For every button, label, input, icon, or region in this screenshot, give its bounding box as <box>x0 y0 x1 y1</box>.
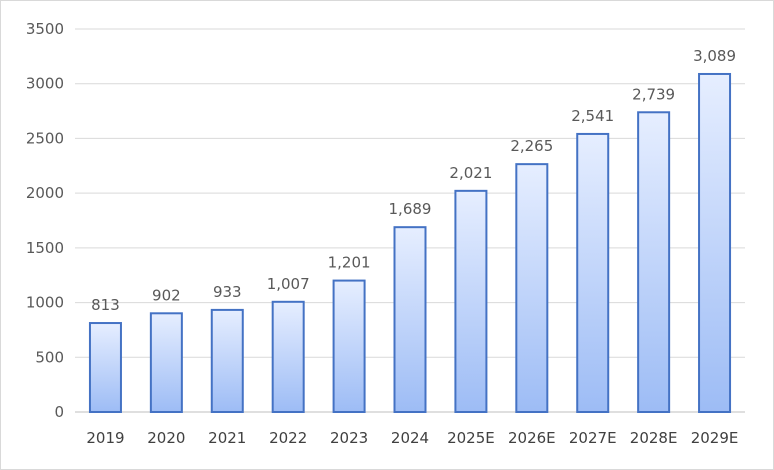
y-tick-label: 1000 <box>26 294 64 312</box>
y-axis-ticks: 0 500 1000 1500 2000 2500 3000 3500 <box>26 20 64 421</box>
bar-2026E <box>515 163 549 413</box>
data-label: 813 <box>91 296 120 314</box>
data-label: 3,089 <box>693 47 736 65</box>
y-tick-label: 1500 <box>26 239 64 257</box>
y-tick-label: 0 <box>54 403 64 421</box>
data-label: 2,739 <box>632 85 675 103</box>
x-tick-label: 2026E <box>508 429 556 447</box>
bar-2019 <box>88 322 122 414</box>
x-tick-label: 2025E <box>447 429 495 447</box>
data-label: 1,689 <box>389 200 432 218</box>
data-label: 1,007 <box>267 275 310 293</box>
x-tick-label: 2022 <box>269 429 307 447</box>
data-label: 1,201 <box>328 254 371 272</box>
bars <box>88 72 732 414</box>
bar-2021 <box>210 308 244 413</box>
x-tick-label: 2024 <box>391 429 429 447</box>
data-label: 2,021 <box>449 164 492 182</box>
bar-2028E <box>637 111 671 413</box>
data-labels: 813 902 933 1,007 1,201 1,689 2,021 2,265 2,541 2… <box>91 47 736 314</box>
bar-2020 <box>149 312 183 414</box>
bar-2027E <box>576 132 610 414</box>
y-tick-label: 2500 <box>26 129 64 147</box>
gridlines <box>75 28 745 413</box>
bar-2025E <box>454 189 488 413</box>
x-tick-label: 2019 <box>86 429 124 447</box>
x-tick-label: 2028E <box>630 429 678 447</box>
y-tick-label: 2000 <box>26 184 64 202</box>
y-tick-label: 3500 <box>26 20 64 38</box>
x-tick-label: 2021 <box>208 429 246 447</box>
data-label: 2,265 <box>510 137 553 155</box>
x-tick-label: 2027E <box>569 429 617 447</box>
x-tick-label: 2029E <box>691 429 739 447</box>
bar-2029E <box>698 72 732 414</box>
data-label: 2,541 <box>571 107 614 125</box>
y-tick-label: 3000 <box>26 75 64 93</box>
x-tick-label: 2020 <box>147 429 185 447</box>
data-label: 902 <box>152 286 181 304</box>
bar-2022 <box>271 300 305 413</box>
y-tick-label: 500 <box>35 348 64 366</box>
x-axis-ticks: 2019 2020 2021 2022 2023 2024 2025E 2026E 2027E 2… <box>86 429 738 447</box>
bar-2023 <box>332 279 366 414</box>
x-tick-label: 2023 <box>330 429 368 447</box>
data-label: 933 <box>213 283 242 301</box>
bar-2024 <box>393 226 427 413</box>
